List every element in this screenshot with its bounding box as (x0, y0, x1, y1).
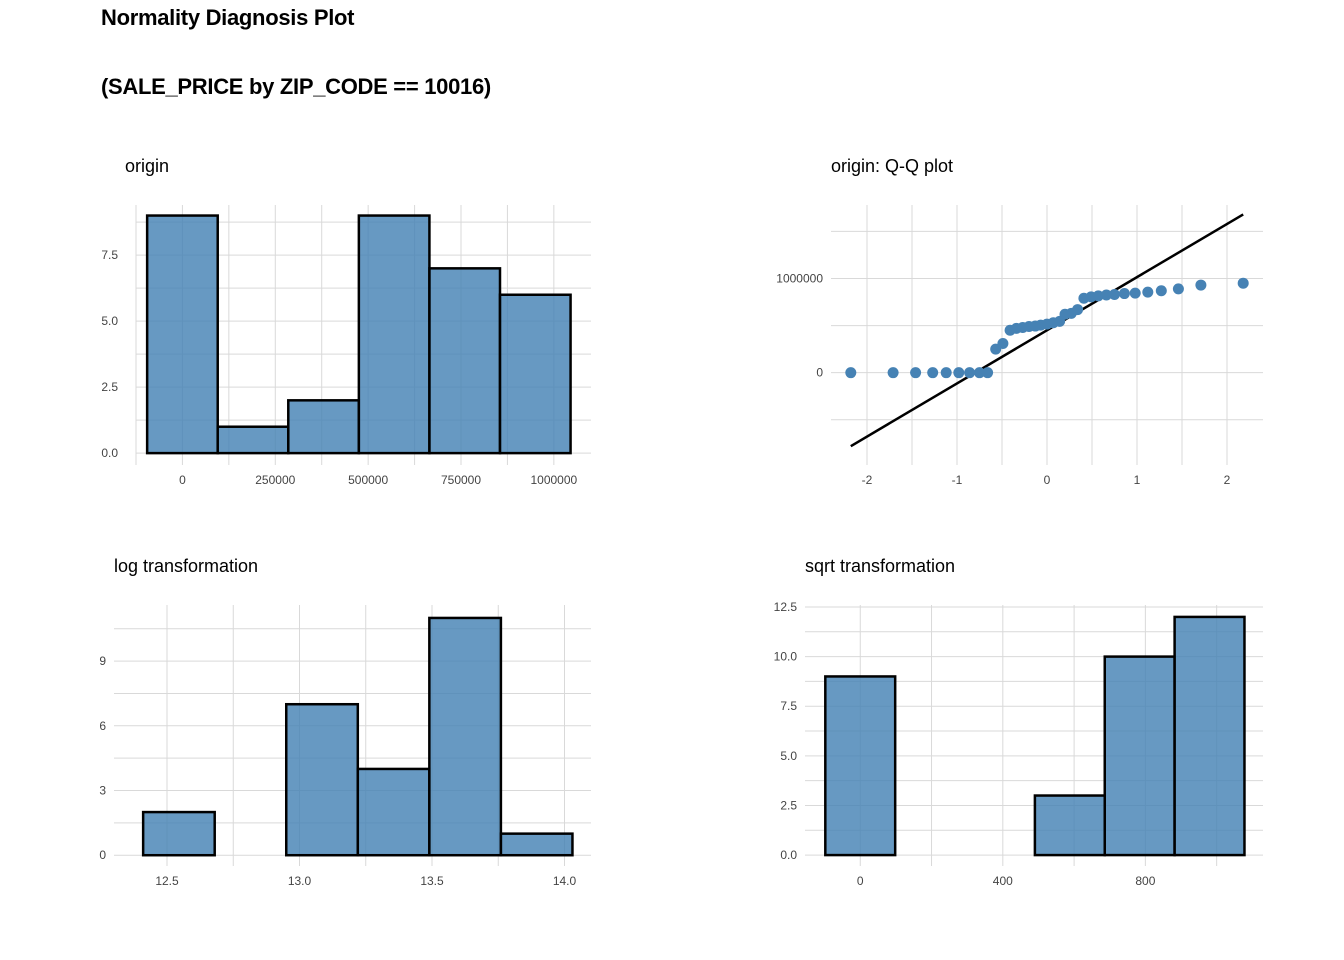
qq-point (1195, 279, 1207, 291)
qq-point (1155, 285, 1167, 297)
panel-0: origin 0 250000 500000 750000 1000000 0.0 2.5 5.… (101, 156, 591, 487)
qq-point (997, 337, 1009, 349)
qq-point (887, 367, 899, 379)
qq-point (1129, 287, 1141, 299)
histogram-bar (498, 293, 572, 455)
qq-point (1072, 304, 1084, 316)
qq-point (974, 367, 985, 379)
histogram-bar (428, 616, 503, 857)
x-tick-label: 12.5 (155, 874, 179, 888)
qq-point (964, 367, 976, 379)
y-tick-label: 12.5 (774, 600, 798, 614)
qq-point (1100, 289, 1112, 301)
figure-title: Normality Diagnosis Plot (101, 5, 355, 30)
qq-point (953, 367, 965, 379)
y-tick-label: 7.5 (780, 699, 797, 713)
qq-point (927, 367, 939, 379)
y-tick-label: 2.5 (101, 380, 118, 394)
panel-1: origin: Q-Q plot -2 -1 0 1 2 0 1000000 (776, 156, 1263, 487)
qq-point (910, 367, 922, 379)
histogram-bar (357, 214, 431, 455)
x-tick-label: 13.5 (420, 874, 444, 888)
histogram-bar (287, 399, 361, 455)
x-tick-label: 0 (179, 473, 186, 487)
x-tick-label: 2 (1224, 473, 1231, 487)
x-tick-label: -1 (952, 473, 963, 487)
histogram-bar (356, 767, 431, 857)
qq-point (1109, 288, 1120, 300)
y-tick-label: 5.0 (101, 314, 118, 328)
panel-title: log transformation (114, 556, 258, 576)
y-tick-label: 10.0 (774, 650, 798, 664)
qq-point (940, 367, 952, 379)
y-tick-label: 3 (99, 784, 106, 798)
panel-title: origin (125, 156, 169, 176)
y-tick-label: 2.5 (780, 798, 797, 812)
qq-point (982, 367, 994, 379)
qq-point (845, 367, 857, 379)
histogram-bar (428, 267, 502, 455)
y-tick-label: 0.0 (101, 446, 118, 460)
y-tick-label: 0.0 (780, 848, 797, 862)
y-tick-label: 0 (99, 848, 106, 862)
x-tick-label: 0 (857, 874, 864, 888)
x-tick-label: 1 (1134, 473, 1141, 487)
x-tick-label: 800 (1135, 874, 1155, 888)
histogram-bar (499, 832, 574, 857)
x-tick-label: 13.0 (288, 874, 312, 888)
qq-reference-line (850, 213, 1244, 448)
y-tick-label: 9 (99, 654, 106, 668)
histogram-bar (141, 810, 216, 857)
x-tick-label: 0 (1044, 473, 1051, 487)
panel-3: sqrt transformation 0 400 800 0.0 2.5 5.0 7.5 10… (774, 556, 1263, 888)
qq-point (1172, 283, 1184, 295)
histogram-bar (285, 702, 360, 857)
x-tick-label: 1000000 (530, 473, 577, 487)
x-tick-label: 750000 (441, 473, 481, 487)
y-tick-label: 5.0 (780, 749, 797, 763)
qq-point (1237, 277, 1249, 289)
panel-2: log transformation 12.5 13.0 13.5 14.0 0 3 6 9 (99, 556, 591, 888)
panel-title: origin: Q-Q plot (831, 156, 953, 176)
histogram-bar (1173, 615, 1246, 857)
histogram-bar (145, 214, 219, 455)
histogram-bar (1033, 794, 1106, 857)
histogram-bar (216, 425, 290, 455)
qq-point (1142, 286, 1154, 298)
histogram-bar (824, 675, 897, 857)
qq-point (1118, 288, 1130, 300)
x-tick-label: -2 (862, 473, 873, 487)
x-tick-label: 250000 (255, 473, 295, 487)
y-tick-label: 7.5 (101, 248, 118, 262)
y-tick-label: 0 (816, 366, 823, 380)
y-tick-label: 6 (99, 719, 106, 733)
y-tick-label: 1000000 (776, 271, 823, 285)
panel-title: sqrt transformation (805, 556, 955, 576)
histogram-bar (1103, 655, 1176, 857)
x-tick-label: 14.0 (553, 874, 577, 888)
figure-subtitle: (SALE_PRICE by ZIP_CODE == 10016) (101, 74, 491, 99)
x-tick-label: 500000 (348, 473, 388, 487)
x-tick-label: 400 (993, 874, 1013, 888)
qq-point (1092, 290, 1104, 302)
